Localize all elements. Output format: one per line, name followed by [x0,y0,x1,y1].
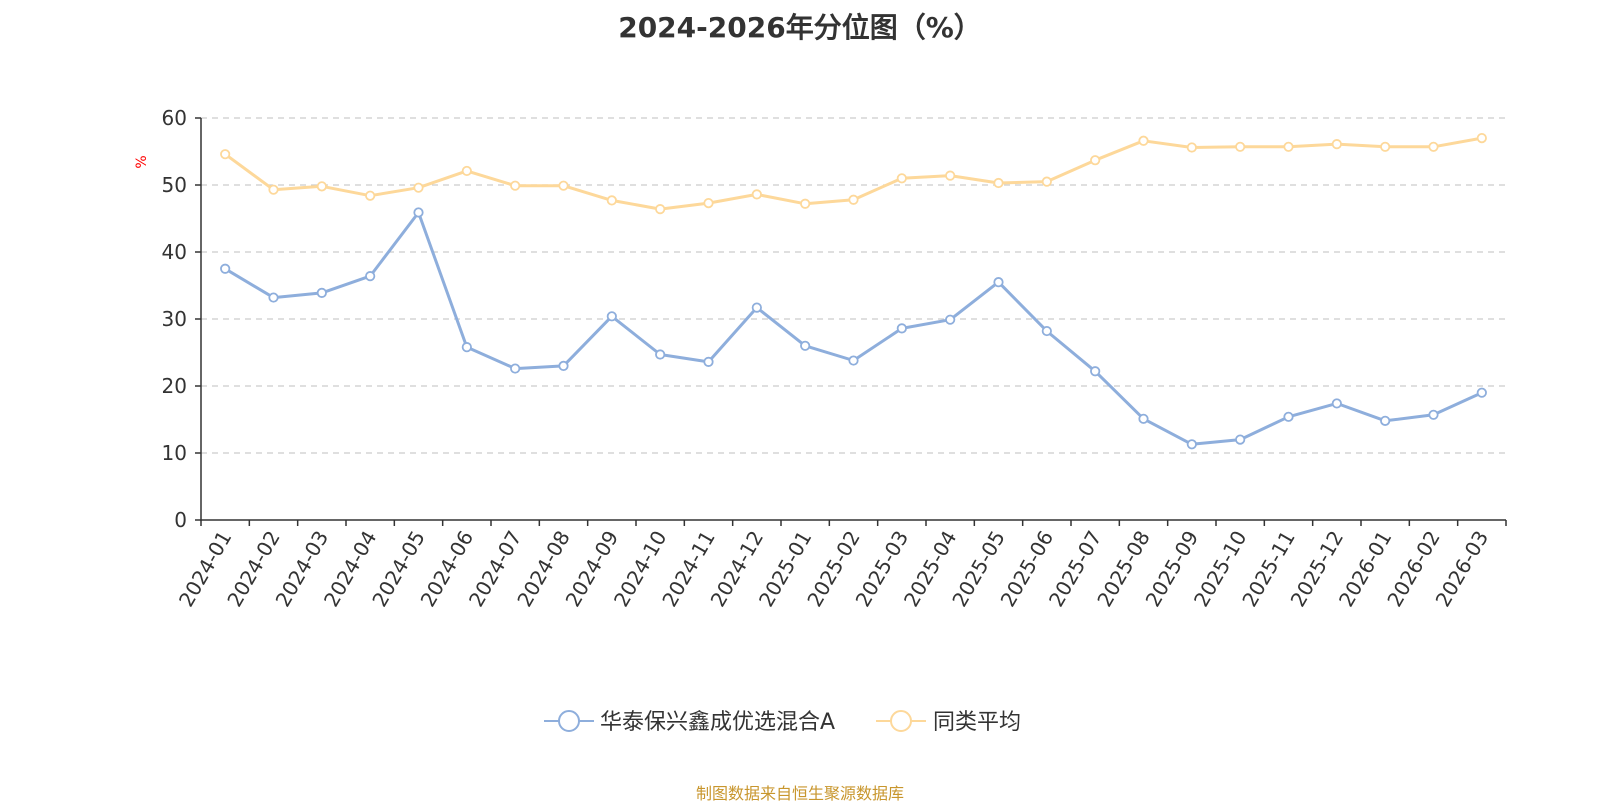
data-point [896,173,907,184]
data-point [220,263,231,274]
data-point [1331,398,1342,409]
data-point [1283,141,1294,152]
legend-item-1[interactable]: 同类平均 [876,710,1021,735]
y-tick-label: 60 [162,106,187,130]
data-point [800,340,811,351]
data-point [1235,434,1246,445]
grid-lines [201,117,1506,454]
source-note: 制图数据来自恒生聚源数据库 [695,784,904,803]
data-point [268,184,279,195]
data-point [896,323,907,334]
data-point [1090,366,1101,377]
data-point [703,356,714,367]
data-point [1331,139,1342,150]
y-tick-label: 20 [162,374,187,398]
data-point [461,165,472,177]
data-point [413,207,424,218]
data-point [751,302,762,313]
chart-title: 2024-2026年分位图（%） [618,11,982,44]
data-point [800,198,811,209]
data-point [1138,135,1149,146]
data-point [945,170,956,181]
y-tick-label: 10 [162,441,187,465]
data-point [558,360,569,371]
legend-label: 同类平均 [933,710,1021,735]
data-point [365,271,376,282]
series-lines [220,133,1487,450]
data-point [1041,325,1052,337]
data-point [1283,411,1294,422]
data-point [655,204,666,215]
data-point [848,194,859,205]
data-point [993,177,1004,189]
legend-marker [558,710,580,732]
series-line-0 [224,211,1483,446]
data-point [1428,141,1439,152]
data-point [1476,387,1487,398]
data-point [1476,133,1487,144]
data-point [510,180,521,191]
data-point [365,190,376,201]
data-point [1186,142,1197,153]
data-point [220,149,231,160]
data-point [606,195,617,206]
data-point [1428,409,1439,420]
data-point [1041,176,1052,187]
data-point [1235,141,1246,152]
data-point [1138,413,1149,424]
axes: 0102030405060%2024-012024-022024-032024-… [134,106,1507,611]
data-point [1380,415,1391,426]
legend[interactable]: 华泰保兴鑫成优选混合A 同类平均 [544,710,1021,735]
data-point [316,181,327,192]
data-point [703,197,714,209]
data-point [1090,155,1101,166]
y-axis-label: % [134,155,150,168]
legend-marker [890,710,912,732]
data-point [1380,141,1391,152]
data-point [945,314,956,325]
data-point [413,182,424,193]
data-point [606,311,617,322]
legend-item-0[interactable]: 华泰保兴鑫成优选混合A [544,710,835,735]
data-point [461,342,472,353]
y-tick-label: 50 [162,173,187,197]
data-point [1186,439,1197,450]
data-point [510,363,521,374]
data-point [848,355,859,366]
legend-label: 华泰保兴鑫成优选混合A [600,710,835,735]
data-point [751,189,762,200]
data-point [655,349,666,360]
y-tick-label: 40 [162,240,187,264]
y-tick-label: 30 [162,307,187,331]
data-point [316,287,327,298]
data-point [993,277,1004,288]
data-point [558,180,569,191]
data-point [268,292,279,303]
y-tick-label: 0 [174,508,187,532]
